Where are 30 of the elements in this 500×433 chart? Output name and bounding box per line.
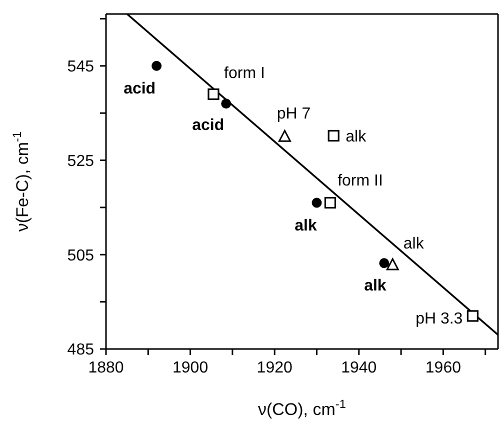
x-axis-title: ν(CO), cm$^{-1}$ — [258, 397, 346, 419]
y-tick-label: 505 — [67, 247, 94, 264]
annotation: pH 3.3 — [416, 310, 463, 328]
annotation: acid — [192, 117, 224, 134]
x-tick-label: 1900 — [172, 359, 208, 376]
y-tick-label: 545 — [67, 58, 94, 76]
y-tick-label: 525 — [67, 152, 94, 170]
point — [379, 258, 390, 268]
point — [466, 310, 479, 322]
x-tick-label: 1940 — [341, 359, 377, 376]
point — [386, 258, 399, 270]
point — [328, 130, 340, 142]
x-tick-label: 1920 — [256, 359, 292, 376]
annotation: acid — [124, 80, 156, 98]
annotation: alk — [403, 236, 425, 253]
point — [152, 60, 162, 71]
point — [208, 88, 220, 100]
point — [324, 196, 336, 209]
point — [312, 198, 322, 208]
annotation: pH 7 — [276, 105, 311, 122]
annotation: form II — [338, 172, 383, 190]
annotation: form I — [224, 64, 265, 82]
x-tick-label: 1880 — [88, 359, 124, 376]
annotation: alk — [294, 217, 317, 234]
point — [221, 98, 232, 109]
point — [278, 130, 291, 142]
y-tick-label: 485 — [67, 342, 94, 359]
annotation: alk — [364, 278, 386, 295]
x-tick-label: 1960 — [425, 359, 462, 376]
annotation: alk — [346, 128, 368, 146]
